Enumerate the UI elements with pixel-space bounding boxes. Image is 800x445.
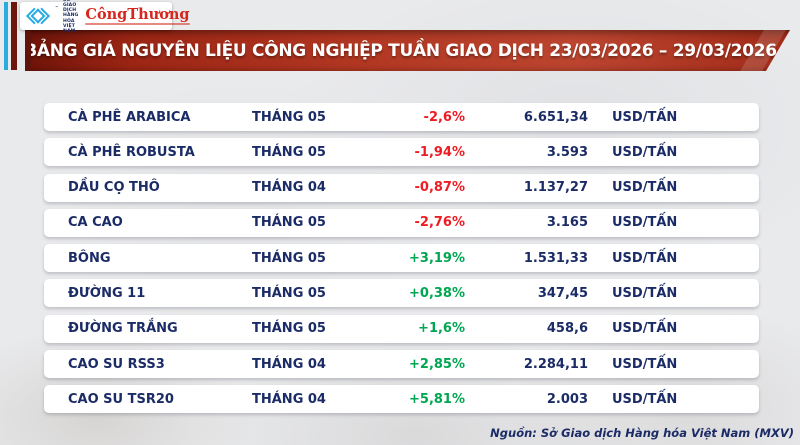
price-value: 458,6 (546, 321, 588, 337)
logo-strip: ™ SỞ GIAO DỊCH HÀNG HÓA VIỆT NAM CôngThư… (20, 0, 190, 34)
contract-month: THÁNG 04 (252, 180, 326, 196)
weekly-change: -2,76% (414, 215, 466, 231)
contract-month: THÁNG 05 (252, 285, 326, 301)
commodity-name: ĐƯỜNG 11 (68, 285, 146, 301)
commodity-name: CA CAO (68, 215, 123, 231)
price-unit: USD/TẤN (612, 144, 678, 160)
mxv-name-line3: VIỆT NAM (63, 23, 76, 35)
commodity-name: BÔNG (68, 250, 111, 266)
commodity-name: CÀ PHÊ ROBUSTA (68, 144, 195, 160)
congthuong-tagline-bar (85, 23, 190, 25)
mxv-name-line2: HÀNG HÓA (63, 13, 79, 24)
contract-month: THÁNG 04 (252, 356, 326, 372)
contract-month: THÁNG 05 (252, 215, 326, 231)
price-unit: USD/TẤN (612, 180, 678, 196)
mxv-trademark: ™ (55, 5, 59, 10)
mxv-logo-icon (25, 6, 51, 26)
contract-month: THÁNG 04 (252, 391, 326, 407)
weekly-change: +5,81% (409, 391, 465, 407)
table-row: ĐƯỜNG 11 THÁNG 05 +0,38% 347,45 USD/TẤN (44, 279, 759, 308)
price-unit: USD/TẤN (612, 391, 678, 407)
price-unit: USD/TẤN (612, 356, 678, 372)
price-value: 6.651,34 (523, 109, 588, 125)
table-row: CAO SU RSS3 THÁNG 04 +2,85% 2.284,11 USD… (44, 350, 759, 379)
weekly-change: -1,94% (414, 144, 466, 160)
price-unit: USD/TẤN (612, 285, 678, 301)
contract-month: THÁNG 05 (252, 109, 326, 125)
table-row: DẦU CỌ THÔ THÁNG 04 -0,87% 1.137,27 USD/… (44, 173, 759, 202)
contract-month: THÁNG 05 (252, 144, 326, 160)
weekly-change: -0,87% (414, 180, 466, 196)
contract-month: THÁNG 05 (252, 321, 326, 337)
price-unit: USD/TẤN (612, 250, 678, 266)
table-row: ĐƯỜNG TRẮNG THÁNG 05 +1,6% 458,6 USD/TẤN (44, 314, 759, 343)
mxv-name-line1: SỞ GIAO DỊCH (63, 0, 77, 14)
weekly-change: +1,6% (418, 321, 465, 337)
price-value: 347,45 (537, 285, 588, 301)
price-value: 1.531,33 (523, 250, 588, 266)
price-unit: USD/TẤN (612, 215, 678, 231)
weekly-change: +2,85% (409, 356, 465, 372)
table-row: CÀ PHÊ ARABICA THÁNG 05 -2,6% 6.651,34 U… (44, 103, 759, 131)
source-note: Nguồn: Sở Giao dịch Hàng hóa Việt Nam (M… (490, 426, 794, 440)
commodity-name: DẦU CỌ THÔ (68, 180, 160, 196)
commodity-name: ĐƯỜNG TRẮNG (68, 321, 178, 337)
price-value: 3.165 (546, 215, 588, 231)
price-value: 1.137,27 (523, 180, 588, 196)
congthuong-logo-block: CôngThương (85, 6, 190, 25)
commodity-name: CÀ PHÊ ARABICA (68, 109, 191, 125)
commodity-name: CAO SU TSR20 (68, 391, 174, 407)
mxv-name: SỞ GIAO DỊCH HÀNG HÓA VIỆT NAM (63, 0, 78, 34)
page-title: BẢNG GIÁ NGUYÊN LIỆU CÔNG NGHIỆP TUẦN GI… (24, 40, 777, 61)
table-row: CA CAO THÁNG 05 -2,76% 3.165 USD/TẤN (44, 208, 759, 237)
congthuong-logo: CôngThương (85, 6, 190, 23)
weekly-change: +0,38% (409, 285, 465, 301)
contract-month: THÁNG 05 (252, 250, 326, 266)
weekly-change: -2,6% (423, 109, 465, 125)
table-row: CAO SU TSR20 THÁNG 04 +5,81% 2.003 USD/T… (44, 385, 759, 414)
weekly-change: +3,19% (409, 250, 465, 266)
left-accent-bar-cyan (4, 2, 8, 70)
table-row: BÔNG THÁNG 05 +3,19% 1.531,33 USD/TẤN (44, 244, 759, 273)
price-unit: USD/TẤN (612, 321, 678, 337)
price-value: 2.284,11 (523, 356, 588, 372)
price-value: 3.593 (546, 144, 588, 160)
price-table: CÀ PHÊ ARABICA THÁNG 05 -2,6% 6.651,34 U… (44, 103, 759, 414)
commodity-name: CAO SU RSS3 (68, 356, 165, 372)
table-row: CÀ PHÊ ROBUSTA THÁNG 05 -1,94% 3.593 USD… (44, 138, 759, 167)
price-unit: USD/TẤN (612, 109, 678, 125)
title-banner: BẢNG GIÁ NGUYÊN LIỆU CÔNG NGHIỆP TUẦN GI… (25, 30, 790, 71)
price-value: 2.003 (546, 391, 588, 407)
left-accent-bar-maroon (11, 2, 17, 70)
